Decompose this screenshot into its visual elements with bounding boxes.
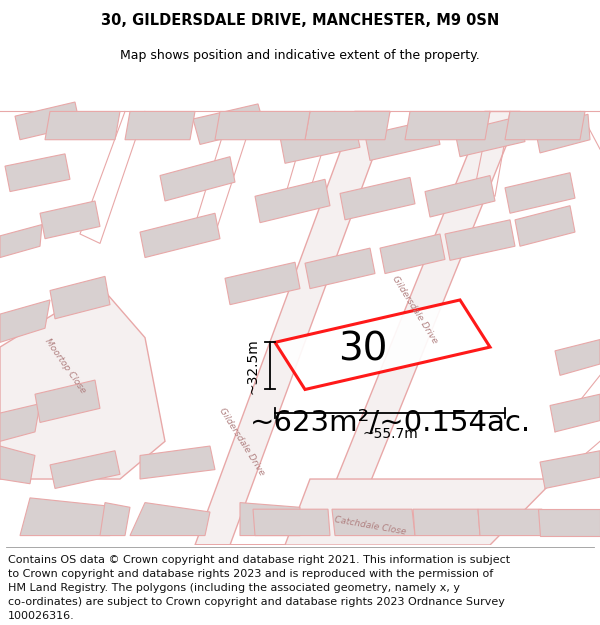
Polygon shape [240, 503, 300, 536]
Polygon shape [35, 380, 100, 423]
Polygon shape [550, 394, 600, 432]
Polygon shape [215, 111, 310, 140]
Polygon shape [332, 509, 415, 536]
Polygon shape [0, 446, 35, 484]
Text: Gildersdale Drive: Gildersdale Drive [391, 274, 439, 345]
Text: Catchdale Close: Catchdale Close [334, 516, 407, 537]
Text: ~32.5m: ~32.5m [245, 338, 259, 394]
Polygon shape [225, 262, 300, 304]
Text: Moortop Close: Moortop Close [43, 337, 87, 395]
Polygon shape [0, 286, 165, 479]
Polygon shape [380, 234, 445, 274]
Text: Map shows position and indicative extent of the property.: Map shows position and indicative extent… [120, 49, 480, 62]
Polygon shape [5, 154, 70, 191]
Text: co-ordinates) are subject to Crown copyright and database rights 2023 Ordnance S: co-ordinates) are subject to Crown copyr… [8, 598, 505, 608]
Polygon shape [15, 102, 80, 140]
Polygon shape [100, 503, 130, 536]
Polygon shape [310, 111, 520, 545]
Polygon shape [20, 498, 120, 536]
Polygon shape [538, 509, 600, 536]
Polygon shape [140, 213, 220, 258]
Polygon shape [535, 114, 590, 153]
Polygon shape [45, 111, 120, 140]
Polygon shape [340, 177, 415, 220]
Polygon shape [140, 446, 215, 479]
Polygon shape [405, 111, 490, 140]
Polygon shape [125, 111, 195, 140]
Polygon shape [0, 224, 42, 258]
Polygon shape [540, 451, 600, 489]
Polygon shape [253, 509, 330, 536]
Text: 30: 30 [338, 331, 387, 368]
Polygon shape [40, 201, 100, 239]
Polygon shape [455, 116, 525, 157]
Polygon shape [305, 248, 375, 289]
Polygon shape [0, 300, 50, 343]
Text: Contains OS data © Crown copyright and database right 2021. This information is : Contains OS data © Crown copyright and d… [8, 556, 510, 566]
Text: Gildersdale Drive: Gildersdale Drive [218, 406, 266, 477]
Text: HM Land Registry. The polygons (including the associated geometry, namely x, y: HM Land Registry. The polygons (includin… [8, 583, 460, 593]
Polygon shape [193, 104, 265, 144]
Polygon shape [275, 300, 490, 389]
Polygon shape [0, 404, 40, 441]
Polygon shape [425, 176, 495, 217]
Polygon shape [305, 111, 390, 140]
Polygon shape [255, 179, 330, 222]
Polygon shape [413, 509, 480, 536]
Polygon shape [515, 206, 575, 246]
Polygon shape [505, 111, 585, 140]
Text: to Crown copyright and database rights 2023 and is reproduced with the permissio: to Crown copyright and database rights 2… [8, 569, 493, 579]
Polygon shape [195, 479, 555, 545]
Polygon shape [555, 339, 600, 376]
Polygon shape [130, 503, 210, 536]
Text: 30, GILDERSDALE DRIVE, MANCHESTER, M9 0SN: 30, GILDERSDALE DRIVE, MANCHESTER, M9 0S… [101, 13, 499, 28]
Text: ~623m²/~0.154ac.: ~623m²/~0.154ac. [250, 409, 530, 436]
Polygon shape [50, 276, 110, 319]
Polygon shape [505, 173, 575, 213]
Polygon shape [160, 157, 235, 201]
Text: ~55.7m: ~55.7m [362, 428, 418, 441]
Polygon shape [195, 111, 390, 545]
Text: 100026316.: 100026316. [8, 611, 74, 621]
Polygon shape [50, 451, 120, 489]
Polygon shape [365, 119, 440, 161]
Polygon shape [478, 509, 545, 536]
Polygon shape [280, 121, 360, 163]
Polygon shape [445, 220, 515, 261]
